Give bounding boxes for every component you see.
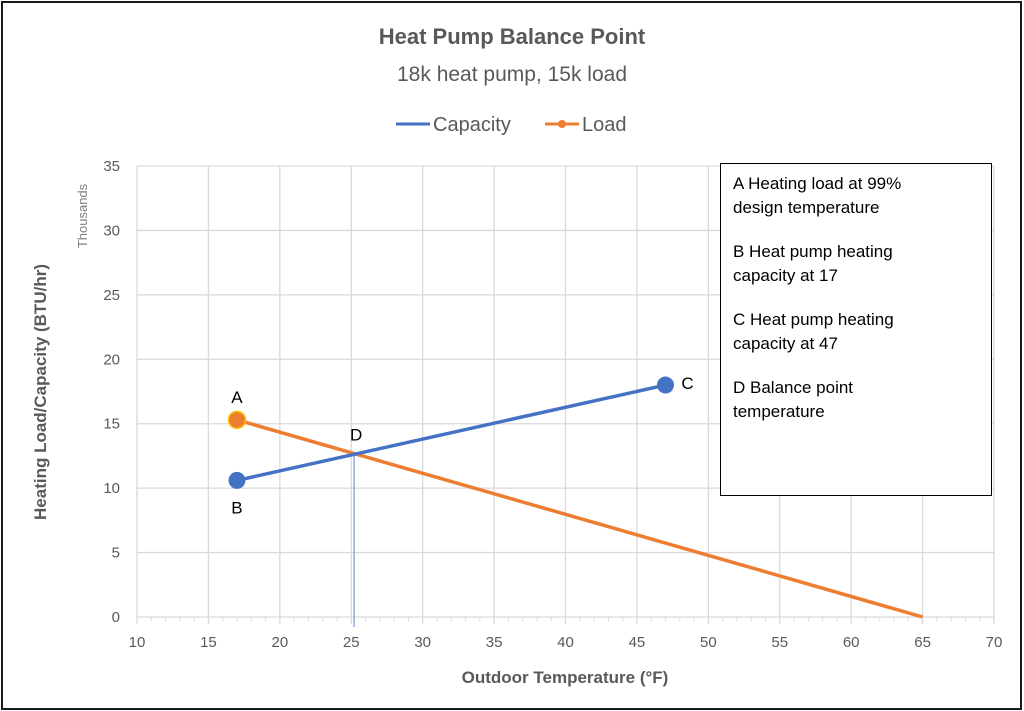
note-b-line2: capacity at 17 — [733, 266, 838, 285]
y-tick-label: 10 — [103, 480, 120, 497]
note-a-line1: A Heating load at 99% — [733, 174, 902, 193]
series-lines — [227, 376, 924, 627]
x-tick-label: 35 — [486, 634, 503, 651]
point-labels: A B C D — [231, 374, 693, 517]
note-c-line1: C Heat pump heating — [733, 310, 894, 329]
chart-title: Heat Pump Balance Point — [379, 24, 646, 49]
legend-capacity-label: Capacity — [433, 114, 511, 136]
y-tick-label: 0 — [112, 609, 120, 626]
note-d: D Balance point temperature — [733, 376, 973, 424]
point-c-marker — [656, 376, 674, 394]
note-b-line1: B Heat pump heating — [733, 242, 893, 261]
x-tick-label: 40 — [557, 634, 574, 651]
y-units-label: Thousands — [75, 183, 90, 248]
note-d-line2: temperature — [733, 402, 825, 421]
y-axis-ticks: 0 5 10 15 20 25 30 35 — [103, 158, 120, 626]
x-tick-label: 25 — [343, 634, 360, 651]
y-tick-label: 35 — [103, 158, 120, 175]
y-tick-label: 5 — [112, 545, 120, 562]
note-a-line2: design temperature — [733, 198, 880, 217]
y-tick-label: 20 — [103, 351, 120, 368]
legend-notes-box: A Heating load at 99% design temperature … — [720, 163, 992, 496]
y-tick-label: 25 — [103, 287, 120, 304]
chart-subtitle: 18k heat pump, 15k load — [397, 63, 627, 86]
x-tick-label: 30 — [414, 634, 431, 651]
load-line — [236, 418, 924, 619]
x-tick-label: 65 — [914, 634, 931, 651]
note-b: B Heat pump heating capacity at 17 — [733, 240, 973, 288]
note-c-line2: capacity at 47 — [733, 334, 838, 353]
note-d-line1: D Balance point — [733, 378, 854, 397]
x-axis-ticks: 10 15 20 25 30 35 40 45 50 55 60 65 70 — [129, 634, 1003, 651]
point-label-c: C — [681, 374, 693, 393]
point-label-d: D — [350, 426, 362, 445]
legend: Capacity Load — [396, 114, 627, 136]
point-label-a: A — [231, 388, 243, 407]
x-axis-title: Outdoor Temperature (°F) — [462, 668, 669, 687]
capacity-line — [236, 383, 666, 483]
x-tick-label: 10 — [129, 634, 146, 651]
point-label-b: B — [231, 498, 242, 517]
y-tick-label: 30 — [103, 222, 120, 239]
x-tick-label: 45 — [629, 634, 646, 651]
y-tick-label: 15 — [103, 416, 120, 433]
point-a-marker — [227, 410, 247, 430]
x-tick-label: 70 — [986, 634, 1003, 651]
x-tick-label: 60 — [843, 634, 860, 651]
x-tick-label: 55 — [771, 634, 788, 651]
x-tick-label: 20 — [271, 634, 288, 651]
legend-load-marker — [558, 120, 566, 128]
legend-load-label: Load — [582, 114, 627, 136]
x-tick-label: 50 — [700, 634, 717, 651]
x-tick-label: 15 — [200, 634, 217, 651]
point-b-marker — [228, 471, 246, 489]
note-a: A Heating load at 99% design temperature — [733, 172, 973, 220]
note-c: C Heat pump heating capacity at 47 — [733, 308, 973, 356]
y-axis-title: Heating Load/Capacity (BTU/hr) — [31, 264, 50, 520]
